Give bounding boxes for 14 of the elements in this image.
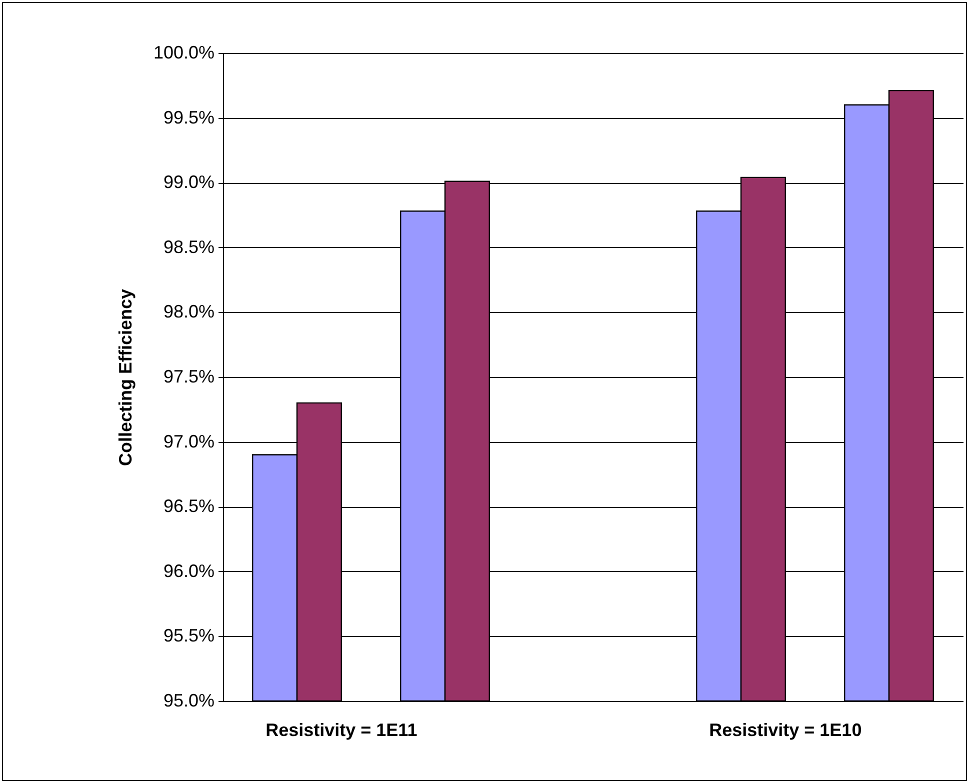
y-tick-label: 100.0% xyxy=(153,42,214,62)
y-axis-title: Collecting Efficiency xyxy=(115,288,136,466)
y-tick-label: 98.0% xyxy=(163,302,214,322)
text: Resistivity = 1E10 xyxy=(709,720,862,740)
y-tick-label: 95.5% xyxy=(163,626,214,646)
y-tick-label: 99.0% xyxy=(163,172,214,192)
y-tick-label: 96.0% xyxy=(163,560,214,581)
text: Resistivity = 1E11 xyxy=(266,720,418,740)
y-tick-label: 95.0% xyxy=(163,690,214,710)
y-tick-label: 97.5% xyxy=(163,366,214,386)
y-tick-label: 96.5% xyxy=(163,496,214,516)
y-tick-label: 98.5% xyxy=(163,236,214,257)
y-tick-label: 99.5% xyxy=(163,107,214,128)
y-tick-label: 97.0% xyxy=(163,431,214,452)
